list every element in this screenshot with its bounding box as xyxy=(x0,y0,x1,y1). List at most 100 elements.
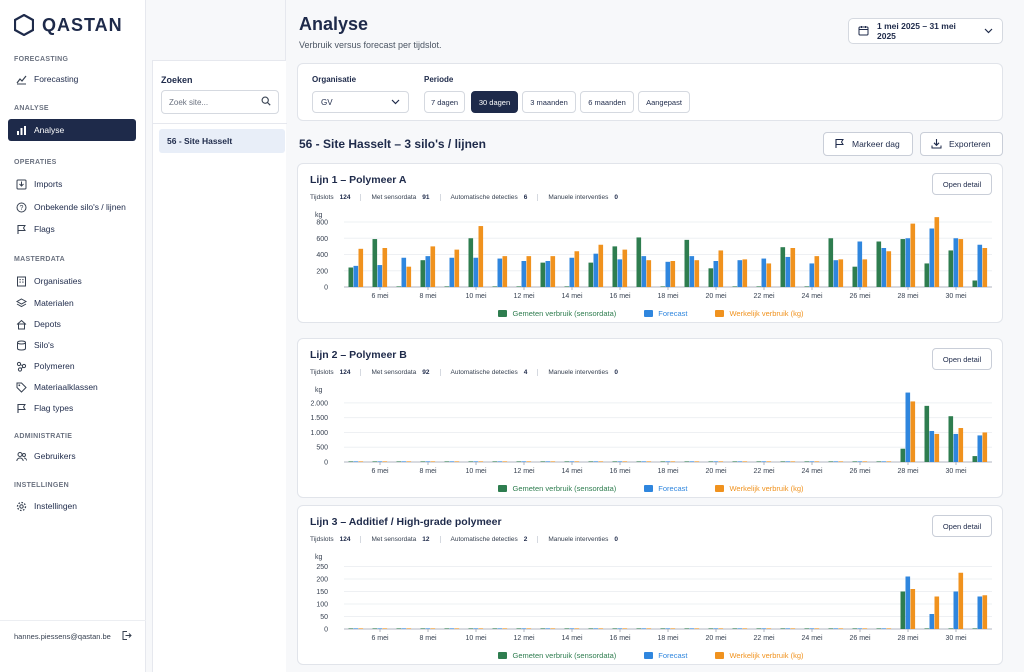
bar-actual xyxy=(958,572,964,629)
bar-measured xyxy=(852,266,858,287)
nav-section-forecasting: FORECASTING xyxy=(14,56,69,63)
bar-measured xyxy=(828,238,834,287)
bar-actual xyxy=(694,628,700,629)
stat-value: 4 xyxy=(523,369,528,376)
bar-measured xyxy=(756,461,762,462)
nav-section-instellingen: INSTELLINGEN xyxy=(14,482,69,489)
bar-actual xyxy=(478,461,484,462)
bar-actual xyxy=(430,246,436,287)
legend-swatch xyxy=(644,652,654,659)
bar-forecast xyxy=(857,241,863,287)
bar-forecast xyxy=(665,261,671,287)
site-list-item[interactable]: 56 - Site Hasselt xyxy=(159,129,285,153)
bar-forecast xyxy=(377,628,383,629)
bar-measured xyxy=(948,628,954,629)
date-range-label: 1 mei 2025 – 31 mei 2025 xyxy=(877,21,956,41)
open-detail-button[interactable]: Open detail xyxy=(932,515,992,537)
legend-item-actual[interactable]: Werkelijk verbruik (kg) xyxy=(715,651,804,660)
x-tick-label: 20 mei xyxy=(705,468,726,475)
sidebar-item-analyse[interactable]: Analyse xyxy=(8,119,136,141)
bar-forecast xyxy=(785,256,791,287)
sidebar-item-silos[interactable]: Silo's xyxy=(8,335,136,355)
bar-forecast xyxy=(977,435,983,462)
search-icon[interactable] xyxy=(261,96,271,108)
sidebar-item-forecasting[interactable]: Forecasting xyxy=(8,69,136,89)
bar-measured xyxy=(684,628,690,629)
period-6-months-button[interactable]: 6 maanden xyxy=(580,91,634,113)
bar-forecast xyxy=(353,628,359,629)
logo[interactable]: QASTAN xyxy=(14,14,123,36)
sidebar-item-depots[interactable]: Depots xyxy=(8,314,136,334)
bar-actual xyxy=(526,628,532,629)
mark-day-label: Markeer dag xyxy=(852,139,900,149)
open-detail-button[interactable]: Open detail xyxy=(932,348,992,370)
bar-measured xyxy=(516,461,522,462)
bar-measured xyxy=(588,262,594,287)
y-tick-label: 400 xyxy=(316,252,328,259)
line-card-3: Lijn 3 – Additief / High-grade polymeer … xyxy=(297,505,1003,665)
legend-item-measured[interactable]: Gemeten verbruik (sensordata) xyxy=(498,309,616,318)
sidebar-item-organisaties[interactable]: Organisaties xyxy=(8,271,136,291)
sidebar-item-polymeren[interactable]: Polymeren xyxy=(8,356,136,376)
mark-day-button[interactable]: Markeer dag xyxy=(823,132,913,156)
bar-forecast xyxy=(713,461,719,462)
sidebar-item-imports[interactable]: Imports xyxy=(8,174,136,194)
legend-item-measured[interactable]: Gemeten verbruik (sensordata) xyxy=(498,484,616,493)
export-button[interactable]: Exporteren xyxy=(920,132,1003,156)
bar-forecast xyxy=(401,461,407,462)
sidebar-item-gebruikers[interactable]: Gebruikers xyxy=(8,446,136,466)
bar-actual xyxy=(574,251,580,287)
sidebar-item-label: Organisaties xyxy=(34,276,82,286)
sidebar-item-materialen[interactable]: Materialen xyxy=(8,293,136,313)
x-tick-label: 28 mei xyxy=(897,468,918,475)
bar-actual xyxy=(382,628,388,629)
bar-actual xyxy=(622,461,628,462)
logout-icon[interactable] xyxy=(121,630,132,643)
bar-actual xyxy=(574,628,580,629)
bar-measured xyxy=(396,286,402,287)
sidebar-item-label: Depots xyxy=(34,319,61,329)
period-3-months-button[interactable]: 3 maanden xyxy=(522,91,576,113)
bar-measured xyxy=(828,628,834,629)
legend-item-forecast[interactable]: Forecast xyxy=(644,484,687,493)
legend-item-forecast[interactable]: Forecast xyxy=(644,651,687,660)
bar-actual xyxy=(670,461,676,462)
y-tick-label: 0 xyxy=(324,285,328,292)
sidebar-item-materiaalklassen[interactable]: Materiaalklassen xyxy=(8,377,136,397)
bar-measured xyxy=(444,286,450,287)
bar-actual xyxy=(598,244,604,287)
bar-forecast xyxy=(689,256,695,287)
x-tick-label: 24 mei xyxy=(801,293,822,300)
period-7-days-button[interactable]: 7 dagen xyxy=(424,91,465,113)
bar-measured xyxy=(612,628,618,629)
open-detail-button[interactable]: Open detail xyxy=(932,173,992,195)
legend-item-measured[interactable]: Gemeten verbruik (sensordata) xyxy=(498,651,616,660)
bar-forecast xyxy=(785,628,791,629)
period-30-days-button[interactable]: 30 dagen xyxy=(471,91,518,113)
bar-forecast xyxy=(617,461,623,462)
bar-forecast xyxy=(761,461,767,462)
sidebar-item-flag-types[interactable]: Flag types xyxy=(8,398,136,418)
search-input[interactable]: Zoek site... xyxy=(161,90,279,114)
sidebar-item-onbekende-silos[interactable]: ? Onbekende silo's / lijnen xyxy=(8,197,136,217)
legend-item-actual[interactable]: Werkelijk verbruik (kg) xyxy=(715,309,804,318)
bar-forecast xyxy=(689,628,695,629)
organisation-select[interactable]: GV xyxy=(312,91,409,113)
x-tick-label: 30 mei xyxy=(945,635,966,642)
sidebar-item-instellingen[interactable]: Instellingen xyxy=(8,496,136,516)
bar-measured xyxy=(900,239,906,287)
bar-forecast xyxy=(905,392,911,462)
sidebar-item-flags[interactable]: Flags xyxy=(8,219,136,239)
legend-item-forecast[interactable]: Forecast xyxy=(644,309,687,318)
legend-item-actual[interactable]: Werkelijk verbruik (kg) xyxy=(715,484,804,493)
legend-label: Werkelijk verbruik (kg) xyxy=(729,651,804,660)
period-custom-button[interactable]: Aangepast xyxy=(638,91,690,113)
legend-swatch xyxy=(644,310,654,317)
bar-measured xyxy=(636,461,642,462)
legend-swatch xyxy=(715,652,725,659)
stat-value: 91 xyxy=(422,194,430,201)
x-tick-label: 6 mei xyxy=(371,468,389,475)
legend-label: Werkelijk verbruik (kg) xyxy=(729,309,804,318)
bar-forecast xyxy=(665,461,671,462)
date-range-button[interactable]: 1 mei 2025 – 31 mei 2025 xyxy=(848,18,1003,44)
